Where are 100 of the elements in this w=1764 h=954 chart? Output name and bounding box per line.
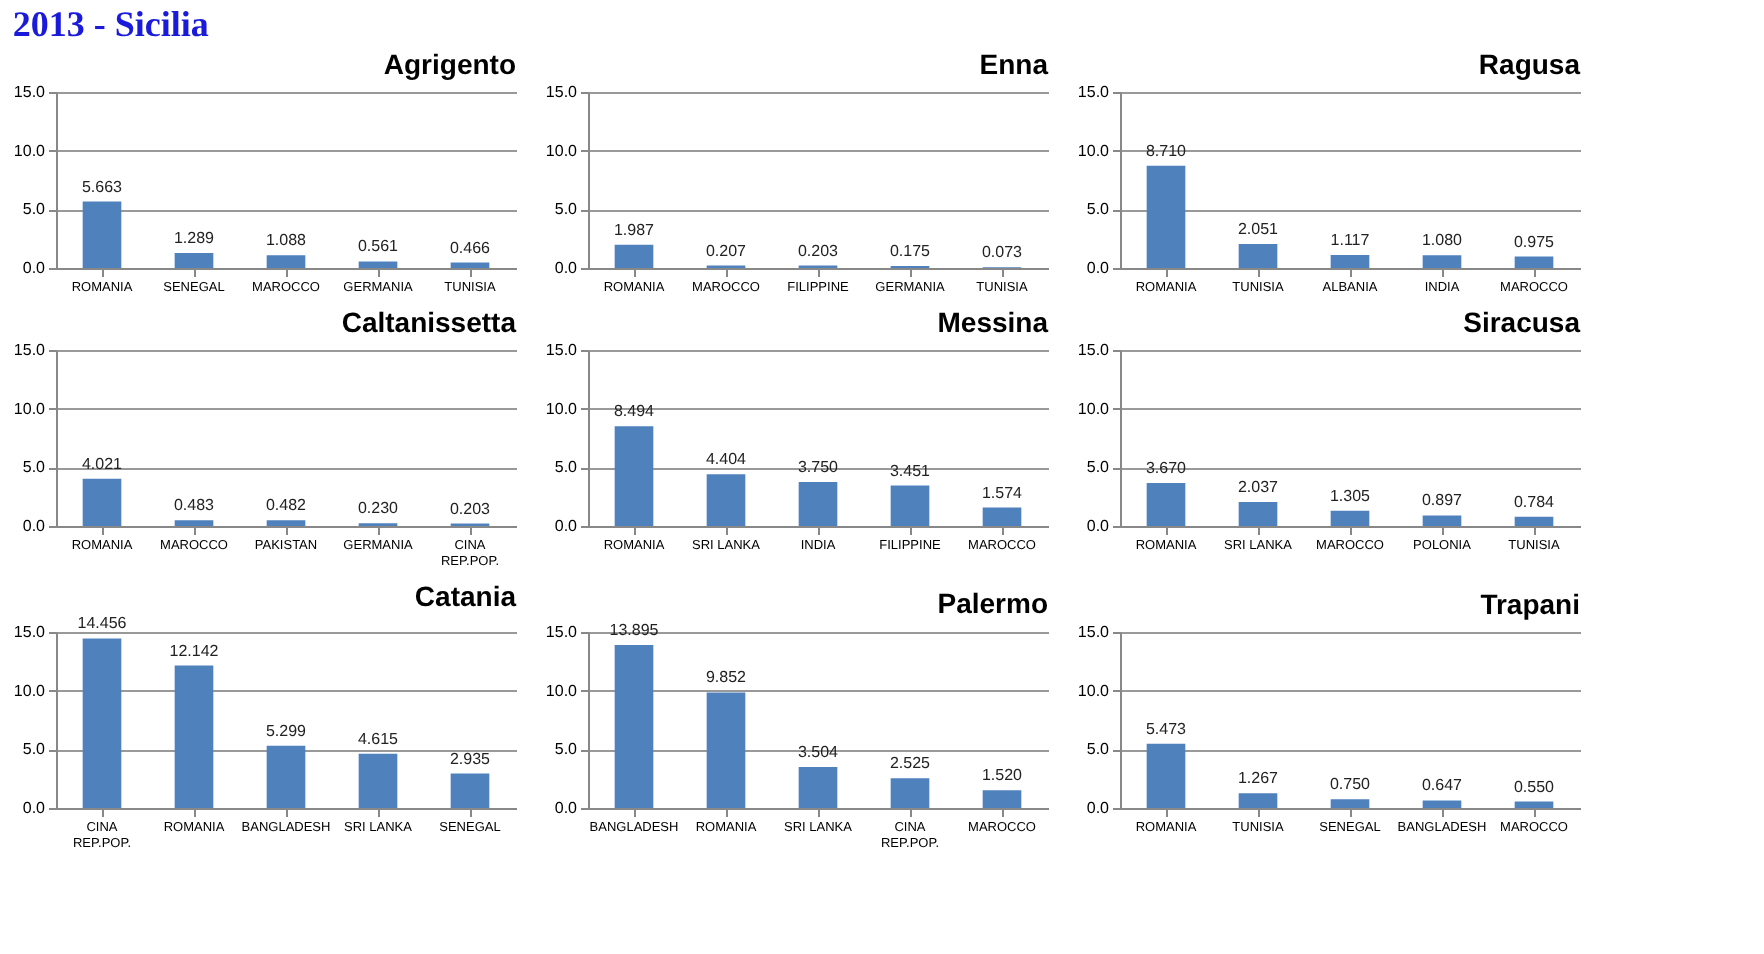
data-label: 0.175 [889, 241, 932, 260]
data-label: 3.670 [1145, 458, 1188, 477]
y-tick-label: 10.0 [545, 681, 579, 700]
y-tick-label: 10.0 [13, 681, 47, 700]
bar [614, 426, 654, 526]
bar [1514, 256, 1554, 268]
data-label: 0.647 [1421, 776, 1464, 795]
chart-title: Trapani [1480, 588, 1580, 620]
y-tick-label: 10.0 [1077, 681, 1111, 700]
data-label: 1.088 [265, 231, 308, 250]
y-tick-label: 10.0 [545, 399, 579, 418]
bar [266, 255, 306, 268]
bar [266, 520, 306, 526]
bar [174, 665, 214, 808]
data-label: 4.404 [705, 450, 748, 469]
bar [450, 773, 490, 808]
chart-title: Messina [937, 306, 1049, 338]
bar [82, 201, 122, 268]
data-label: 1.117 [1330, 230, 1371, 249]
bar [1146, 165, 1186, 268]
data-label: 8.494 [613, 402, 656, 421]
y-tick-label: 5.0 [22, 740, 47, 759]
y-tick-label: 0.0 [554, 799, 579, 817]
data-label: 4.615 [357, 729, 400, 748]
y-tick-label: 0.0 [554, 259, 579, 277]
data-label: 3.504 [797, 742, 840, 761]
y-tick-label: 0.0 [22, 517, 47, 535]
chart-title: Catania [414, 580, 517, 613]
bar [1330, 510, 1370, 526]
data-label: 0.073 [981, 243, 1024, 262]
bar [174, 252, 214, 268]
bar [1330, 799, 1370, 808]
bar [706, 474, 746, 526]
data-label: 0.550 [1513, 777, 1556, 796]
y-tick-label: 15.0 [13, 341, 47, 359]
y-tick-label: 10.0 [545, 141, 579, 160]
bar [82, 638, 122, 808]
data-label: 1.080 [1421, 231, 1464, 250]
data-label: 3.451 [889, 461, 932, 480]
chart-title: Agrigento [383, 48, 516, 80]
bar [266, 745, 306, 808]
y-tick-label: 10.0 [13, 141, 47, 160]
data-label: 2.051 [1237, 219, 1280, 238]
bar [890, 778, 930, 808]
data-label: 1.305 [1329, 486, 1372, 505]
data-label: 0.466 [449, 238, 492, 257]
y-tick-label: 0.0 [1086, 799, 1111, 817]
data-label: 14.456 [77, 614, 128, 633]
bar [1422, 800, 1462, 808]
y-tick-label: 5.0 [554, 740, 579, 759]
data-label: 5.473 [1145, 719, 1188, 738]
y-tick-label: 15.0 [13, 623, 47, 641]
y-tick-label: 0.0 [22, 259, 47, 277]
bar [1146, 743, 1186, 808]
data-label: 0.207 [705, 241, 748, 260]
y-tick-label: 5.0 [1086, 740, 1111, 759]
bar [174, 520, 214, 526]
bar [450, 262, 490, 268]
bar [1422, 515, 1462, 526]
data-label: 1.574 [981, 483, 1024, 502]
y-tick-label: 0.0 [1086, 259, 1111, 277]
y-tick-label: 15.0 [1077, 623, 1111, 641]
y-tick-label: 0.0 [1086, 517, 1111, 535]
data-label: 0.483 [173, 496, 216, 515]
bar [890, 485, 930, 526]
bar [798, 766, 838, 808]
data-label: 0.482 [265, 496, 308, 515]
data-label: 3.750 [797, 458, 840, 476]
data-label: 4.021 [81, 454, 124, 473]
data-label: 1.987 [613, 220, 656, 239]
y-tick-label: 5.0 [1086, 458, 1111, 477]
text: 2013 - Sicilia [12, 4, 209, 44]
data-label: 5.663 [81, 177, 124, 196]
bar [982, 790, 1022, 808]
y-tick-label: 15.0 [545, 83, 579, 101]
data-label: 1.267 [1237, 769, 1280, 788]
y-tick-label: 0.0 [554, 517, 579, 535]
y-tick-label: 5.0 [554, 458, 579, 477]
y-tick-label: 5.0 [22, 200, 47, 219]
bar [1146, 482, 1186, 526]
data-label: 0.230 [357, 499, 400, 518]
chart-title: Enna [979, 48, 1049, 80]
data-label: 13.895 [609, 620, 660, 639]
data-label: 2.525 [889, 754, 932, 773]
y-tick-label: 15.0 [13, 83, 47, 101]
data-label: 12.142 [169, 641, 220, 660]
y-tick-label: 0.0 [22, 799, 47, 817]
bar [1238, 243, 1278, 268]
data-label: 0.784 [1513, 492, 1556, 511]
data-label: 0.561 [357, 237, 400, 256]
data-label: 1.289 [173, 228, 216, 247]
y-tick-label: 5.0 [1086, 200, 1111, 219]
y-tick-label: 10.0 [1077, 399, 1111, 418]
bar [1514, 801, 1554, 808]
y-tick-label: 15.0 [1077, 341, 1111, 359]
y-tick-label: 15.0 [545, 341, 579, 359]
data-label: 0.203 [449, 499, 492, 518]
data-label: 9.852 [705, 668, 748, 687]
data-label: 0.203 [797, 241, 840, 260]
bar [614, 644, 654, 808]
